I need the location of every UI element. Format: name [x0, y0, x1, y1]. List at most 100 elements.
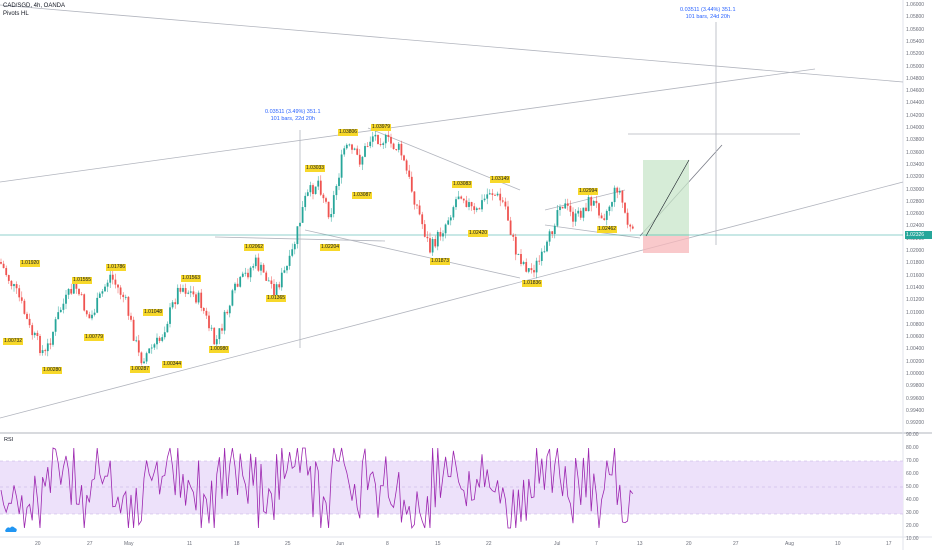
candle-body: [626, 212, 629, 225]
current-price-badge: 1.02326: [905, 231, 932, 239]
candle-body: [247, 272, 249, 278]
rsi-scale-label: 20.00: [906, 523, 919, 529]
candle-body: [301, 207, 304, 223]
candle-body: [436, 231, 439, 247]
candle-body: [405, 160, 408, 171]
candle-body: [330, 214, 333, 218]
candle-body: [382, 143, 385, 145]
candle-body: [278, 284, 281, 288]
candle-body: [135, 340, 138, 342]
price-scale-label: 1.03400: [906, 161, 925, 168]
indicator-title[interactable]: Pivots HL: [3, 11, 29, 17]
candle-body: [572, 211, 574, 222]
candle-body: [392, 143, 395, 149]
rsi-scale-label: 60.00: [906, 471, 919, 477]
candle-body: [122, 294, 125, 298]
candle-body: [314, 186, 317, 194]
price-scale-label: 1.00800: [906, 321, 925, 328]
price-scale-label: 1.04600: [906, 88, 925, 95]
candle-body: [462, 198, 465, 201]
time-axis-label: 25: [285, 541, 291, 547]
candle-body: [551, 231, 554, 235]
price-scale-label: 0.99200: [906, 420, 925, 427]
candle-body: [195, 294, 197, 303]
price-scale-label: 1.03800: [906, 137, 925, 144]
price-scale-label: 0.99400: [906, 407, 925, 414]
pivot-label: 1.03087: [352, 192, 373, 199]
candle-body: [286, 265, 288, 271]
candle-body: [0, 262, 2, 264]
pivot-label: 1.00280: [42, 367, 63, 374]
candle-body: [244, 272, 247, 274]
candle-body: [574, 213, 577, 222]
trendline-flag-bottom: [544, 224, 641, 239]
time-axis-label: 17: [886, 541, 892, 547]
candle-body: [481, 200, 483, 210]
long-position-stop-zone: [643, 236, 689, 253]
candle-body: [163, 332, 166, 338]
time-axis-label: 20: [35, 541, 41, 547]
measure-left-line1: 0.03511 (3.49%) 351.1: [265, 109, 321, 115]
candle-body: [283, 270, 286, 273]
candle-body: [418, 205, 421, 215]
candle-body: [514, 236, 517, 255]
candle-body: [57, 312, 60, 320]
candle-body: [371, 136, 374, 142]
price-scale-label: 1.00200: [906, 358, 925, 365]
price-scale-label: 1.03200: [906, 174, 925, 181]
candle-body: [249, 267, 252, 278]
candle-body: [78, 288, 80, 295]
candle-body: [231, 290, 234, 306]
candle-body: [470, 202, 473, 207]
candle-body: [631, 226, 634, 229]
candle-body: [304, 195, 307, 208]
candle-body: [143, 361, 145, 364]
candle-body: [176, 287, 179, 305]
candle-body: [59, 309, 62, 313]
trendline-mid-channel: [0, 68, 816, 183]
candle-body: [416, 204, 418, 206]
tradingview-logo-icon[interactable]: [4, 525, 18, 533]
candle-body: [28, 318, 31, 326]
measure-right-line2: 101 bars, 24d 20h: [685, 14, 730, 20]
candle-body: [236, 283, 239, 287]
candle-body: [166, 323, 169, 333]
pivot-label: 1.00344: [162, 361, 183, 368]
rsi-title[interactable]: RSI: [4, 437, 14, 443]
candle-body: [33, 332, 36, 336]
candle-body: [569, 205, 572, 212]
candle-body: [208, 315, 210, 329]
candle-body: [39, 336, 41, 354]
candle-body: [275, 284, 278, 296]
candle-body: [535, 260, 538, 273]
pivot-label: 1.03083: [452, 181, 473, 188]
time-axis-label: Jun: [336, 541, 345, 547]
candle-body: [577, 210, 580, 214]
candle-body: [442, 233, 444, 237]
rsi-scale-label: 40.00: [906, 497, 919, 503]
pivot-label: 1.01365: [266, 295, 287, 302]
pivot-label: 1.03806: [338, 129, 359, 136]
pivot-label: 1.03149: [490, 176, 511, 183]
time-axis-label: 15: [435, 541, 441, 547]
time-axis-label: Jul: [554, 541, 561, 547]
measure-label-left: 0.03511 (3.49%) 351.1 101 bars, 22d 20h: [265, 109, 321, 123]
candle-body: [213, 327, 216, 345]
candle-body: [556, 210, 559, 226]
pivot-label: 1.02204: [320, 244, 341, 251]
candle-body: [148, 348, 151, 354]
candle-body: [260, 264, 262, 271]
candle-body: [49, 343, 52, 345]
candle-body: [75, 282, 78, 289]
pivot-label: 1.00732: [3, 338, 24, 345]
candle-body: [36, 332, 39, 337]
candle-body: [70, 289, 73, 294]
candle-body: [104, 286, 106, 292]
pivot-label: 1.02062: [244, 244, 265, 251]
price-scale-label: 1.04800: [906, 75, 925, 82]
candle-body: [421, 214, 424, 225]
price-scale-label: 1.04200: [906, 112, 925, 119]
symbol-title[interactable]: CAD/SGD, 4h, OANDA: [3, 3, 66, 9]
candle-body: [202, 308, 205, 311]
